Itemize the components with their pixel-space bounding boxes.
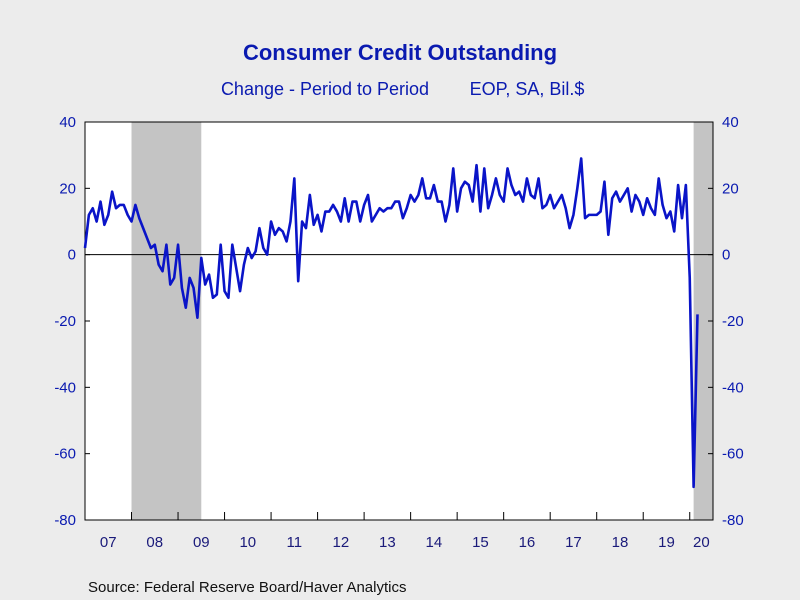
x-tick-label: 11 — [287, 534, 303, 551]
series-line-1 — [83, 157, 699, 489]
y-tick-label-left: -60 — [54, 446, 76, 463]
y-tick-label-right: 20 — [722, 180, 739, 197]
x-tick-label: 13 — [379, 534, 396, 551]
y-tick-label-left: 0 — [68, 247, 76, 264]
x-tick-label: 10 — [239, 534, 256, 551]
y-tick-label-right: -60 — [722, 446, 744, 463]
y-tick-label-left: -80 — [54, 512, 76, 529]
x-tick-label: 17 — [565, 534, 582, 551]
x-tick-label: 15 — [472, 534, 489, 551]
y-tick-label-left: 40 — [59, 114, 76, 131]
y-tick-label-right: 40 — [722, 114, 739, 131]
chart-source: Source: Federal Reserve Board/Haver Anal… — [88, 579, 406, 596]
chart-subtitle-left: Change - Period to Period — [221, 79, 429, 99]
y-tick-label-right: -20 — [722, 313, 744, 330]
recession-band-2 — [693, 122, 713, 520]
x-tick-label: 08 — [146, 534, 163, 551]
x-tick-label: 18 — [612, 534, 629, 551]
y-tick-label-left: 20 — [59, 180, 76, 197]
x-tick-label: 07 — [100, 534, 117, 551]
chart-title: Consumer Credit Outstanding — [243, 40, 557, 65]
x-tick-label: 14 — [426, 534, 443, 551]
y-tick-label-left: -40 — [54, 379, 76, 396]
chart-subtitle-right: EOP, SA, Bil.$ — [470, 79, 585, 99]
x-tick-label: 20 — [693, 534, 710, 551]
y-tick-label-right: -80 — [722, 512, 744, 529]
recession-band-1 — [131, 122, 202, 520]
plot-area: 40 40 20 20 0 0 -20 -20 -40 -40 -60 -60 -80 -80 07 08 09… — [54, 114, 743, 551]
x-tick-label: 09 — [193, 534, 210, 551]
x-tick-label: 16 — [519, 534, 536, 551]
y-tick-label-left: -20 — [54, 313, 76, 330]
x-tick-label: 12 — [333, 534, 350, 551]
y-tick-label-right: -40 — [722, 379, 744, 396]
x-tick-label: 19 — [658, 534, 675, 551]
y-tick-label-right: 0 — [722, 247, 730, 264]
